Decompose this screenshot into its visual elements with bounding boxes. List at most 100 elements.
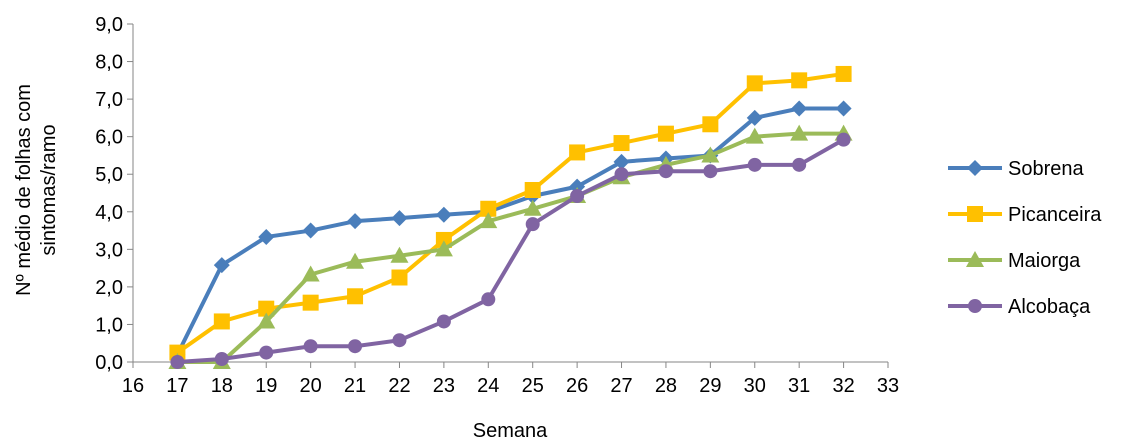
data-point-sobrena [347,213,364,230]
data-point-maiorga [479,212,498,229]
y-tick-label: 7,0 [95,89,123,111]
data-point-alcobaca [392,333,407,348]
data-point-sobrena [302,222,319,239]
data-point-alcobaca [570,189,585,204]
data-point-picanceira [791,72,808,89]
y-tick-label: 9,0 [95,14,123,36]
y-axis-title-line-2: sintomas/ramo [38,124,60,255]
data-point-sobrena [791,100,808,117]
data-point-picanceira [213,313,230,330]
data-point-alcobaca [436,314,451,329]
data-point-picanceira [391,269,408,286]
legend-marker [967,206,983,222]
x-tick-label: 31 [788,375,810,397]
series-alcobaca [170,132,851,369]
data-point-sobrena [258,228,275,245]
data-point-picanceira [702,116,719,133]
data-point-picanceira [657,125,674,142]
data-point-picanceira [258,300,275,317]
data-point-alcobaca [792,157,807,172]
series-line-sobrena [175,106,844,356]
y-axis-title-line-1: Nº médio de folhas com [13,84,35,296]
data-point-sobrena [435,206,452,223]
data-point-picanceira [613,135,630,152]
data-point-picanceira [835,65,852,82]
x-tick-label: 22 [388,375,410,397]
x-tick-label: 19 [255,375,277,397]
y-tick-label: 2,0 [95,277,123,299]
x-tick-label: 28 [655,375,677,397]
data-point-maiorga [523,199,542,216]
data-point-maiorga [301,265,320,282]
x-tick-label: 23 [433,375,455,397]
legend-item-maiorga: Maiorga [948,250,1081,272]
legend-label: Picanceira [1008,204,1102,226]
data-point-sobrena [213,257,230,274]
data-point-picanceira [302,294,319,311]
data-point-alcobaca [170,355,185,369]
series-line-alcobaca [177,137,845,364]
data-point-maiorga [390,246,409,263]
data-point-alcobaca [259,345,274,360]
legend-marker [967,160,983,176]
data-point-maiorga [257,312,276,329]
data-point-sobrena [746,109,763,126]
x-tick-label: 25 [522,375,544,397]
data-point-picanceira [569,144,586,161]
x-tick-label: 17 [166,375,188,397]
series-line-picanceira [176,71,844,355]
data-point-picanceira [347,288,364,305]
x-tick-label: 18 [211,375,233,397]
legend-label: Sobrena [1008,158,1084,180]
data-point-maiorga [701,146,720,163]
legend-label: Alcobaça [1008,296,1091,318]
legend-marker [966,251,984,267]
data-point-maiorga [745,127,764,144]
data-point-picanceira [480,200,497,217]
data-point-alcobaca [525,217,540,232]
data-point-alcobaca [214,351,229,366]
data-point-alcobaca [614,167,629,182]
legend: Sobrena Picanceira Maiorga Alcobaça [948,158,1102,318]
data-point-picanceira [524,181,541,198]
data-point-picanceira [746,75,763,92]
x-tick-label: 26 [566,375,588,397]
x-tick-label: 29 [699,375,721,397]
data-point-alcobaca [658,164,673,179]
data-point-maiorga [790,124,809,141]
data-point-alcobaca [703,164,718,179]
legend-item-alcobaca: Alcobaça [948,296,1091,318]
y-tick-label: 4,0 [95,202,123,224]
data-point-alcobaca [481,292,496,307]
data-point-alcobaca [747,157,762,172]
legend-item-picanceira: Picanceira [948,204,1102,226]
legend-label: Maiorga [1008,250,1081,272]
data-point-sobrena [391,210,408,227]
x-tick-label: 27 [610,375,632,397]
data-point-sobrena [835,100,852,117]
x-tick-label: 24 [477,375,499,397]
x-tick-label: 20 [300,375,322,397]
data-point-alcobaca [303,339,318,354]
data-point-maiorga [346,252,365,269]
y-tick-label: 3,0 [95,239,123,261]
data-point-maiorga [434,240,453,257]
legend-item-sobrena: Sobrena [948,158,1084,180]
x-tick-label: 32 [832,375,854,397]
y-tick-label: 6,0 [95,127,123,149]
x-tick-label: 30 [744,375,766,397]
y-tick-label: 1,0 [95,314,123,336]
x-tick-label: 33 [877,375,899,397]
data-point-sobrena [613,153,630,170]
data-point-alcobaca [348,339,363,354]
y-tick-label: 5,0 [95,164,123,186]
x-tick-label: 21 [344,375,366,397]
y-tick-label: 8,0 [95,52,123,74]
series-line-maiorga [177,131,844,364]
legend-marker [968,299,982,313]
data-point-alcobaca [836,132,851,147]
plot-area: 0,0 1,0 2,0 3,0 4,0 5,0 6,0 7,0 8,0 9,0 16 17 18 19 20… [95,14,899,397]
data-point-picanceira [435,231,452,248]
y-tick-label: 0,0 [95,352,123,374]
